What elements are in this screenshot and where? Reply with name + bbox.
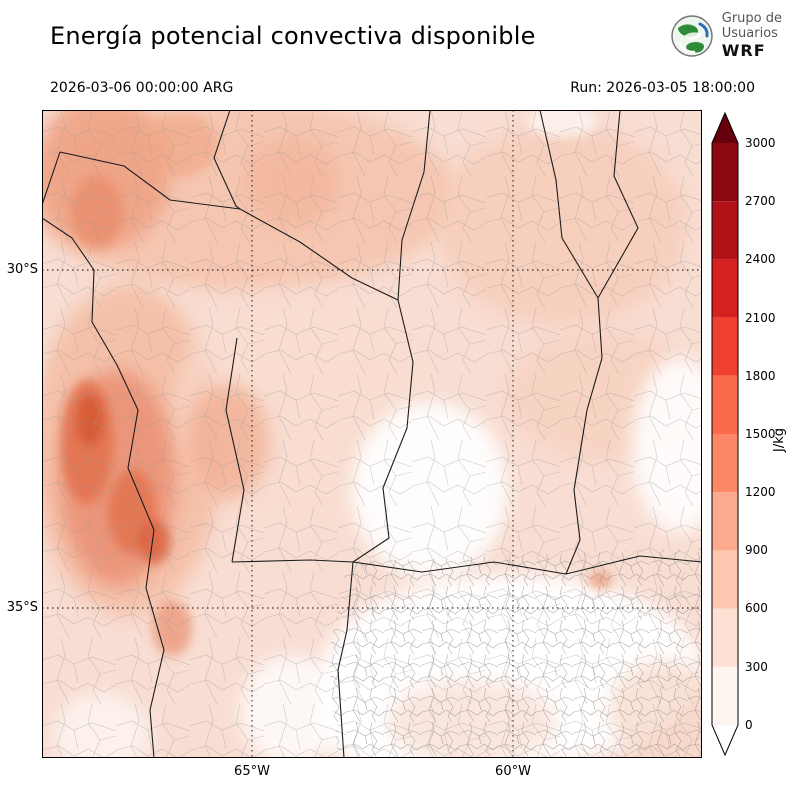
department-boundaries-dense [328,548,702,758]
map-frame [42,110,702,758]
cape-map-canvas [42,110,702,758]
colorbar-under-arrow [712,725,738,755]
logo-line3: WRF [721,40,766,60]
wrf-users-group-logo: Grupo de Usuarios WRF [670,11,782,60]
colorbar-segment [712,201,738,260]
colorbar-over-arrow [712,113,738,143]
colorbar-tick: 2700 [745,194,776,208]
colorbar-tick: 2100 [745,311,776,325]
graticule-gridlines [42,110,702,758]
logo-line1: Grupo de [721,11,782,26]
colorbar-tick: 0 [745,718,753,732]
colorbar-tick: 1500 [745,427,776,441]
cape-shaded-field [42,110,702,758]
colorbar-segment [712,434,738,493]
lon-tick-65w: 65°W [234,764,270,779]
colorbar-segment [712,608,738,667]
colorbar-segment [712,375,738,434]
lat-tick-30s: 30°S [6,262,38,277]
colorbar-tick: 900 [745,543,768,557]
valid-time-label: 2026-03-06 00:00:00 ARG [50,80,234,96]
run-time-label: Run: 2026-03-05 18:00:00 [570,80,755,96]
logo-line2: Usuarios [721,25,778,41]
logo-text: Grupo de Usuarios WRF [721,11,782,60]
colorbar-segment [712,317,738,376]
colorbar-tick: 3000 [745,136,776,150]
colorbar-unit-label: J/kg [772,428,787,452]
colorbar-segment [712,666,738,725]
province-boundaries [42,110,702,758]
colorbar-tick: 600 [745,601,768,615]
colorbar-outline [711,111,739,757]
lon-tick-60w: 60°W [495,764,531,779]
globe-icon [671,15,713,57]
colorbar-tick: 1800 [745,369,776,383]
colorbar-segment [712,550,738,609]
colorbar [711,111,739,757]
colorbar-segment [712,259,738,318]
colorbar-tick: 1200 [745,485,776,499]
colorbar-tick: 300 [745,660,768,674]
colorbar-tick: 2400 [745,252,776,266]
lat-tick-35s: 35°S [6,600,38,615]
colorbar-segment [712,492,738,551]
page-title: Energía potencial convectiva disponible [50,22,536,50]
colorbar-segment [712,143,738,202]
